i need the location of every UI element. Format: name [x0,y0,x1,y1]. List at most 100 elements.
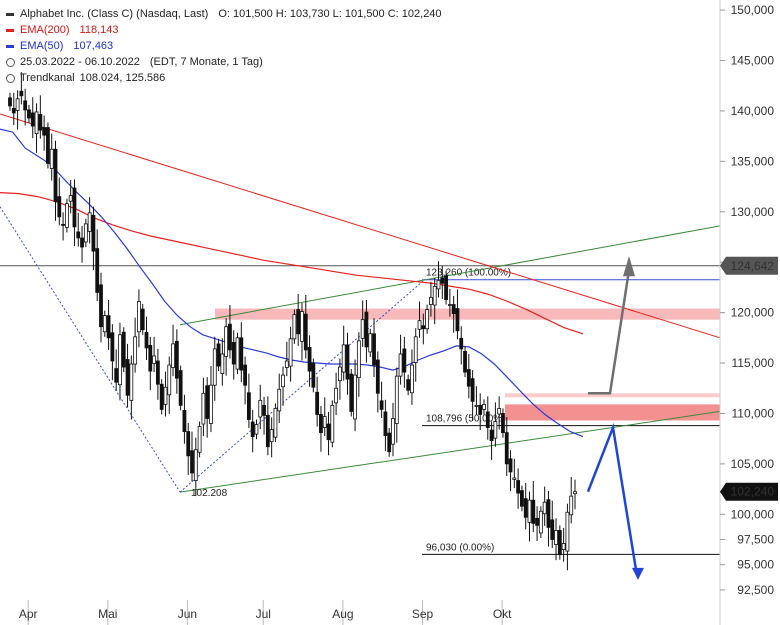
candle-body [319,414,323,434]
ema200-line [0,192,584,335]
candle-body [167,364,172,396]
candle-body [512,477,517,480]
candle-body [64,203,69,228]
candle-body [402,348,407,373]
candle-body [23,100,28,111]
candle-body [379,400,384,410]
candle-body [269,429,274,443]
current-price-tag-bg [720,256,778,275]
bearish-scenario-arrow [586,422,638,571]
candle-body [99,284,103,328]
candle-body [300,311,304,342]
candle-body [277,388,282,412]
candle-body [349,373,354,412]
legend-ema200-value: 118,143 [79,24,119,36]
candle-body [466,369,471,387]
x-tick-label: Jul [256,607,271,621]
candle-body [368,333,373,353]
candle-body [303,313,308,351]
candle-body [391,418,395,445]
candle-body [432,285,437,306]
trend-channel-lower [179,410,721,493]
resistance-zone [215,308,720,320]
candle-body [11,108,16,114]
candle-body [91,214,96,252]
x-tick-label: Apr [19,607,38,621]
candle-body [254,424,259,435]
candle-body [360,319,365,339]
candle-body [565,511,570,552]
legend-channel-value: 108.024, 125.586 [79,72,166,84]
candle-body [410,364,414,394]
candle-body [322,416,327,428]
candle-body [451,304,456,315]
candle-body [273,408,278,438]
candle-body [478,404,483,415]
candle-body [516,480,521,494]
candle-body [19,90,24,97]
candle-body [76,231,81,239]
candle-body [231,341,236,365]
candle-body [569,495,574,516]
legend-ema200-row: EMA(200) 118,143 [6,22,442,38]
candle-body [489,429,494,442]
candle-body [341,344,346,373]
channel-dotted-line [0,206,181,493]
candle-body [8,97,12,107]
legend-period: 25.03.2022 - 06.10.2022 [20,56,140,68]
candle-body [315,391,320,415]
chart-legend: Alphabet Inc. (Class C) (Nasdaq, Last) O… [6,6,442,86]
candle-body [504,432,509,465]
candle-body [421,325,426,330]
candle-body [27,109,31,119]
candle-body [235,337,240,370]
candle-body [281,374,285,388]
y-tick-label: 130,000 [731,205,775,219]
resistance-zone [505,393,720,398]
candle-body [262,404,266,416]
legend-channel-label: Trendkanal [20,72,75,84]
legend-title: Alphabet Inc. (Class C) (Nasdaq, Last) [20,8,209,20]
bullish-scenario-arrow [588,270,631,395]
candle-body [353,374,357,420]
legend-period-row: 25.03.2022 - 06.10.2022 (EDT, 7 Monate, … [6,54,442,70]
candle-body [296,309,301,335]
candle-body [121,331,126,368]
last-close-tag: 102,240 [731,485,775,499]
candle-body [15,98,20,111]
candle-body [523,498,528,518]
legend-price-marker [6,12,14,16]
swing-low-label: 102.208 [191,488,228,499]
y-tick-label: 105,000 [731,457,775,471]
candle-body [83,223,88,243]
ema50-line [0,128,584,438]
y-tick-label: 115,000 [732,356,775,370]
candle-body [470,378,475,402]
candle-body [155,360,160,385]
last-close-tag-bg [720,482,778,501]
candle-body [387,432,392,453]
legend-ema50-value: 107,463 [73,40,114,52]
candle-body [72,187,77,228]
candle-body [106,315,111,339]
candle-body [444,275,448,300]
candle-body [57,196,62,218]
candle-body [459,337,464,350]
candle-body [144,331,149,349]
y-tick-label: 92,500 [737,583,774,597]
x-tick-label: Sep [412,607,434,621]
candle-body [538,510,543,534]
candle-body [152,355,156,364]
x-tick-label: Mai [98,607,117,621]
candle-body [61,223,65,226]
candle-body [394,375,399,424]
candle-body [80,237,84,248]
x-tick-label: Aug [332,607,353,621]
candle-body [118,334,122,386]
candle-body [38,114,43,131]
candle-body [193,449,198,481]
candle-body [493,421,498,439]
clock-icon [6,57,15,67]
legend-ohlc: O: 101,500 H: 103,730 L: 101,500 C: 102,… [218,8,442,20]
